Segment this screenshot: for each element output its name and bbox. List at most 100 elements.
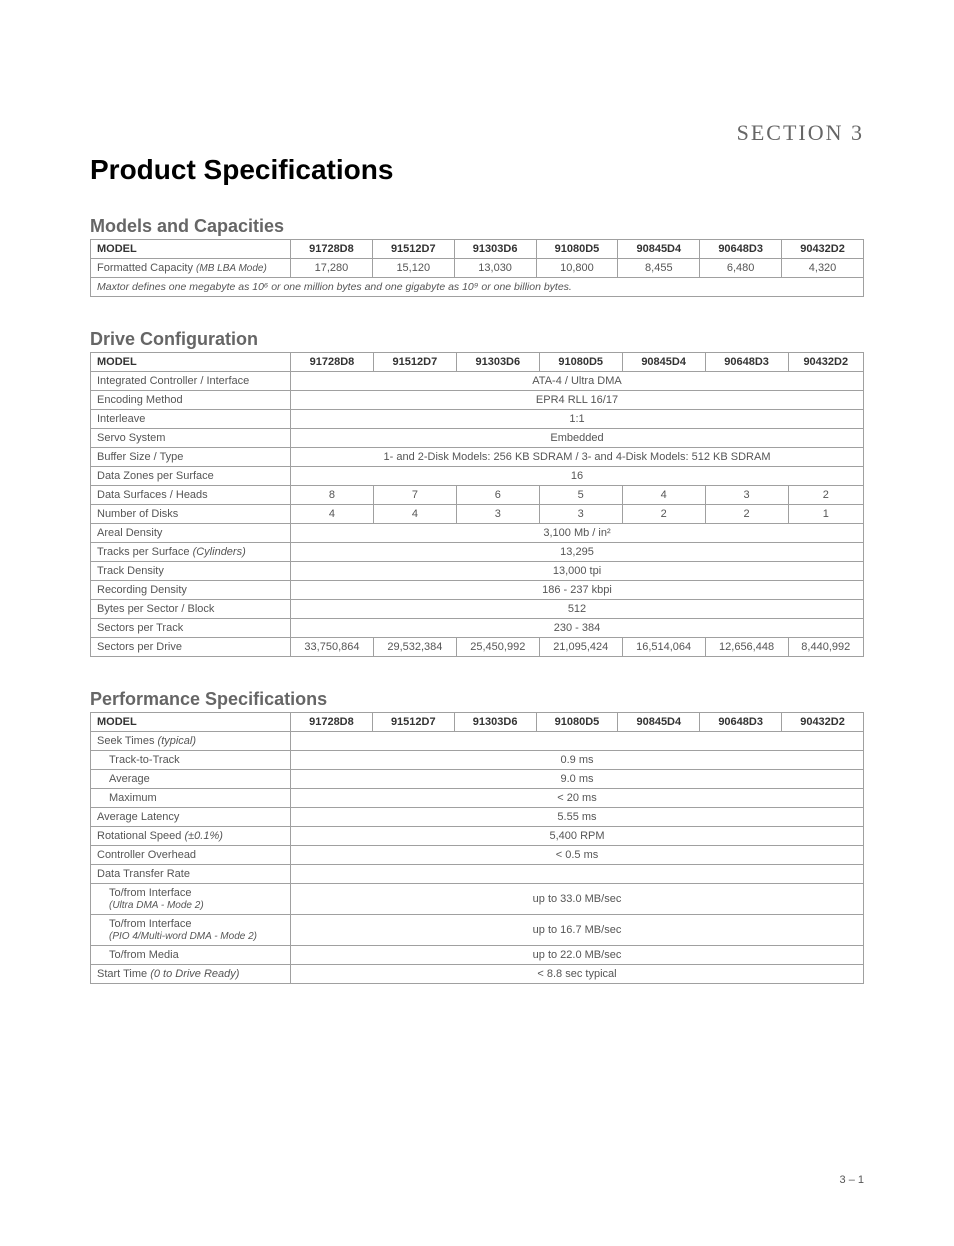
row-label: Sectors per Track — [91, 619, 291, 638]
cell: EPR4 RLL 16/17 — [291, 391, 864, 410]
table-row: Bytes per Sector / Block512 — [91, 600, 864, 619]
cell: 25,450,992 — [456, 638, 539, 657]
cell: 512 — [291, 600, 864, 619]
cell: 6,480 — [700, 259, 782, 278]
drive-config-heading: Drive Configuration — [90, 329, 864, 350]
model-header: 90845D4 — [622, 353, 705, 372]
cell: 186 - 237 kbpi — [291, 581, 864, 600]
model-header: 90845D4 — [618, 240, 700, 259]
drive-config-section: Drive Configuration MODEL 91728D8 91512D… — [90, 329, 864, 657]
cell: 15,120 — [372, 259, 454, 278]
table-row: Buffer Size / Type1- and 2-Disk Models: … — [91, 448, 864, 467]
cell: up to 16.7 MB/sec — [291, 915, 864, 946]
table-row: Sectors per Track230 - 384 — [91, 619, 864, 638]
cell: Embedded — [291, 429, 864, 448]
model-header: 90432D2 — [788, 353, 863, 372]
cell: 4,320 — [782, 259, 864, 278]
cell: 1- and 2-Disk Models: 256 KB SDRAM / 3- … — [291, 448, 864, 467]
table-row: Sectors per Drive33,750,86429,532,38425,… — [91, 638, 864, 657]
table-row: Encoding MethodEPR4 RLL 16/17 — [91, 391, 864, 410]
cell: 9.0 ms — [291, 770, 864, 789]
row-label: Start Time (0 to Drive Ready) — [91, 965, 291, 984]
cell: 17,280 — [291, 259, 373, 278]
table-row: Number of Disks4433221 — [91, 505, 864, 524]
cell: 13,030 — [454, 259, 536, 278]
cell: up to 33.0 MB/sec — [291, 884, 864, 915]
cell: 13,000 tpi — [291, 562, 864, 581]
table-header-row: MODEL 91728D8 91512D7 91303D6 91080D5 90… — [91, 353, 864, 372]
table-row: Areal Density3,100 Mb / in² — [91, 524, 864, 543]
table-row: Maximum< 20 ms — [91, 789, 864, 808]
row-label: Encoding Method — [91, 391, 291, 410]
capacities-heading: Models and Capacities — [90, 216, 864, 237]
model-header: 90648D3 — [700, 240, 782, 259]
row-label: Bytes per Sector / Block — [91, 600, 291, 619]
table-row: Controller Overhead< 0.5 ms — [91, 846, 864, 865]
model-header: 91728D8 — [291, 240, 373, 259]
model-header: 91303D6 — [456, 353, 539, 372]
row-label: Integrated Controller / Interface — [91, 372, 291, 391]
performance-section: Performance Specifications MODEL 91728D8… — [90, 689, 864, 984]
model-header: 91512D7 — [372, 240, 454, 259]
row-label: Buffer Size / Type — [91, 448, 291, 467]
cell: 1 — [788, 505, 863, 524]
model-header: 90432D2 — [782, 713, 864, 732]
model-header: 91512D7 — [373, 353, 456, 372]
row-label: To/from Interface(PIO 4/Multi-word DMA -… — [91, 915, 291, 946]
cell: 3 — [539, 505, 622, 524]
cell: up to 22.0 MB/sec — [291, 946, 864, 965]
row-label: Interleave — [91, 410, 291, 429]
table-row: Start Time (0 to Drive Ready)< 8.8 sec t… — [91, 965, 864, 984]
cell: 16 — [291, 467, 864, 486]
model-header: 90648D3 — [700, 713, 782, 732]
table-row: Interleave1:1 — [91, 410, 864, 429]
cell: 230 - 384 — [291, 619, 864, 638]
cell: < 20 ms — [291, 789, 864, 808]
table-row: Data Transfer Rate — [91, 865, 864, 884]
cell: 8 — [291, 486, 374, 505]
model-header: 90432D2 — [782, 240, 864, 259]
cell: 5,400 RPM — [291, 827, 864, 846]
row-label: Controller Overhead — [91, 846, 291, 865]
model-header: 91303D6 — [454, 240, 536, 259]
cell: 29,532,384 — [373, 638, 456, 657]
table-row: Tracks per Surface (Cylinders)13,295 — [91, 543, 864, 562]
table-header-row: MODEL 91728D8 91512D7 91303D6 91080D5 90… — [91, 713, 864, 732]
cell: < 8.8 sec typical — [291, 965, 864, 984]
row-label: Servo System — [91, 429, 291, 448]
table-row: To/from Interface(PIO 4/Multi-word DMA -… — [91, 915, 864, 946]
table-row: Average Latency5.55 ms — [91, 808, 864, 827]
cell: 5.55 ms — [291, 808, 864, 827]
page-number: 3 – 1 — [90, 1174, 864, 1186]
row-label: Tracks per Surface (Cylinders) — [91, 543, 291, 562]
row-label: Track Density — [91, 562, 291, 581]
table-row: Track Density13,000 tpi — [91, 562, 864, 581]
performance-heading: Performance Specifications — [90, 689, 864, 710]
table-row: Average9.0 ms — [91, 770, 864, 789]
model-header: 91080D5 — [536, 240, 618, 259]
row-label: Data Transfer Rate — [91, 865, 291, 884]
cell: < 0.5 ms — [291, 846, 864, 865]
capacities-table: MODEL 91728D8 91512D7 91303D6 91080D5 90… — [90, 239, 864, 297]
cell: 6 — [456, 486, 539, 505]
cell: 4 — [373, 505, 456, 524]
cell: 5 — [539, 486, 622, 505]
row-label: Data Surfaces / Heads — [91, 486, 291, 505]
table-row: Servo SystemEmbedded — [91, 429, 864, 448]
cell: 16,514,064 — [622, 638, 705, 657]
footnote: Maxtor defines one megabyte as 10⁶ or on… — [91, 278, 864, 297]
row-label: Areal Density — [91, 524, 291, 543]
cell: 33,750,864 — [291, 638, 374, 657]
model-header: 90648D3 — [705, 353, 788, 372]
table-header-row: MODEL 91728D8 91512D7 91303D6 91080D5 90… — [91, 240, 864, 259]
cell: 10,800 — [536, 259, 618, 278]
cell: 8,440,992 — [788, 638, 863, 657]
header-label: MODEL — [91, 353, 291, 372]
row-label: Formatted Capacity (MB LBA Mode) — [91, 259, 291, 278]
row-label: Rotational Speed (±0.1%) — [91, 827, 291, 846]
footnote-row: Maxtor defines one megabyte as 10⁶ or on… — [91, 278, 864, 297]
cell: 8,455 — [618, 259, 700, 278]
row-label: To/from Media — [91, 946, 291, 965]
cell: 3 — [705, 486, 788, 505]
header-label: MODEL — [91, 713, 291, 732]
